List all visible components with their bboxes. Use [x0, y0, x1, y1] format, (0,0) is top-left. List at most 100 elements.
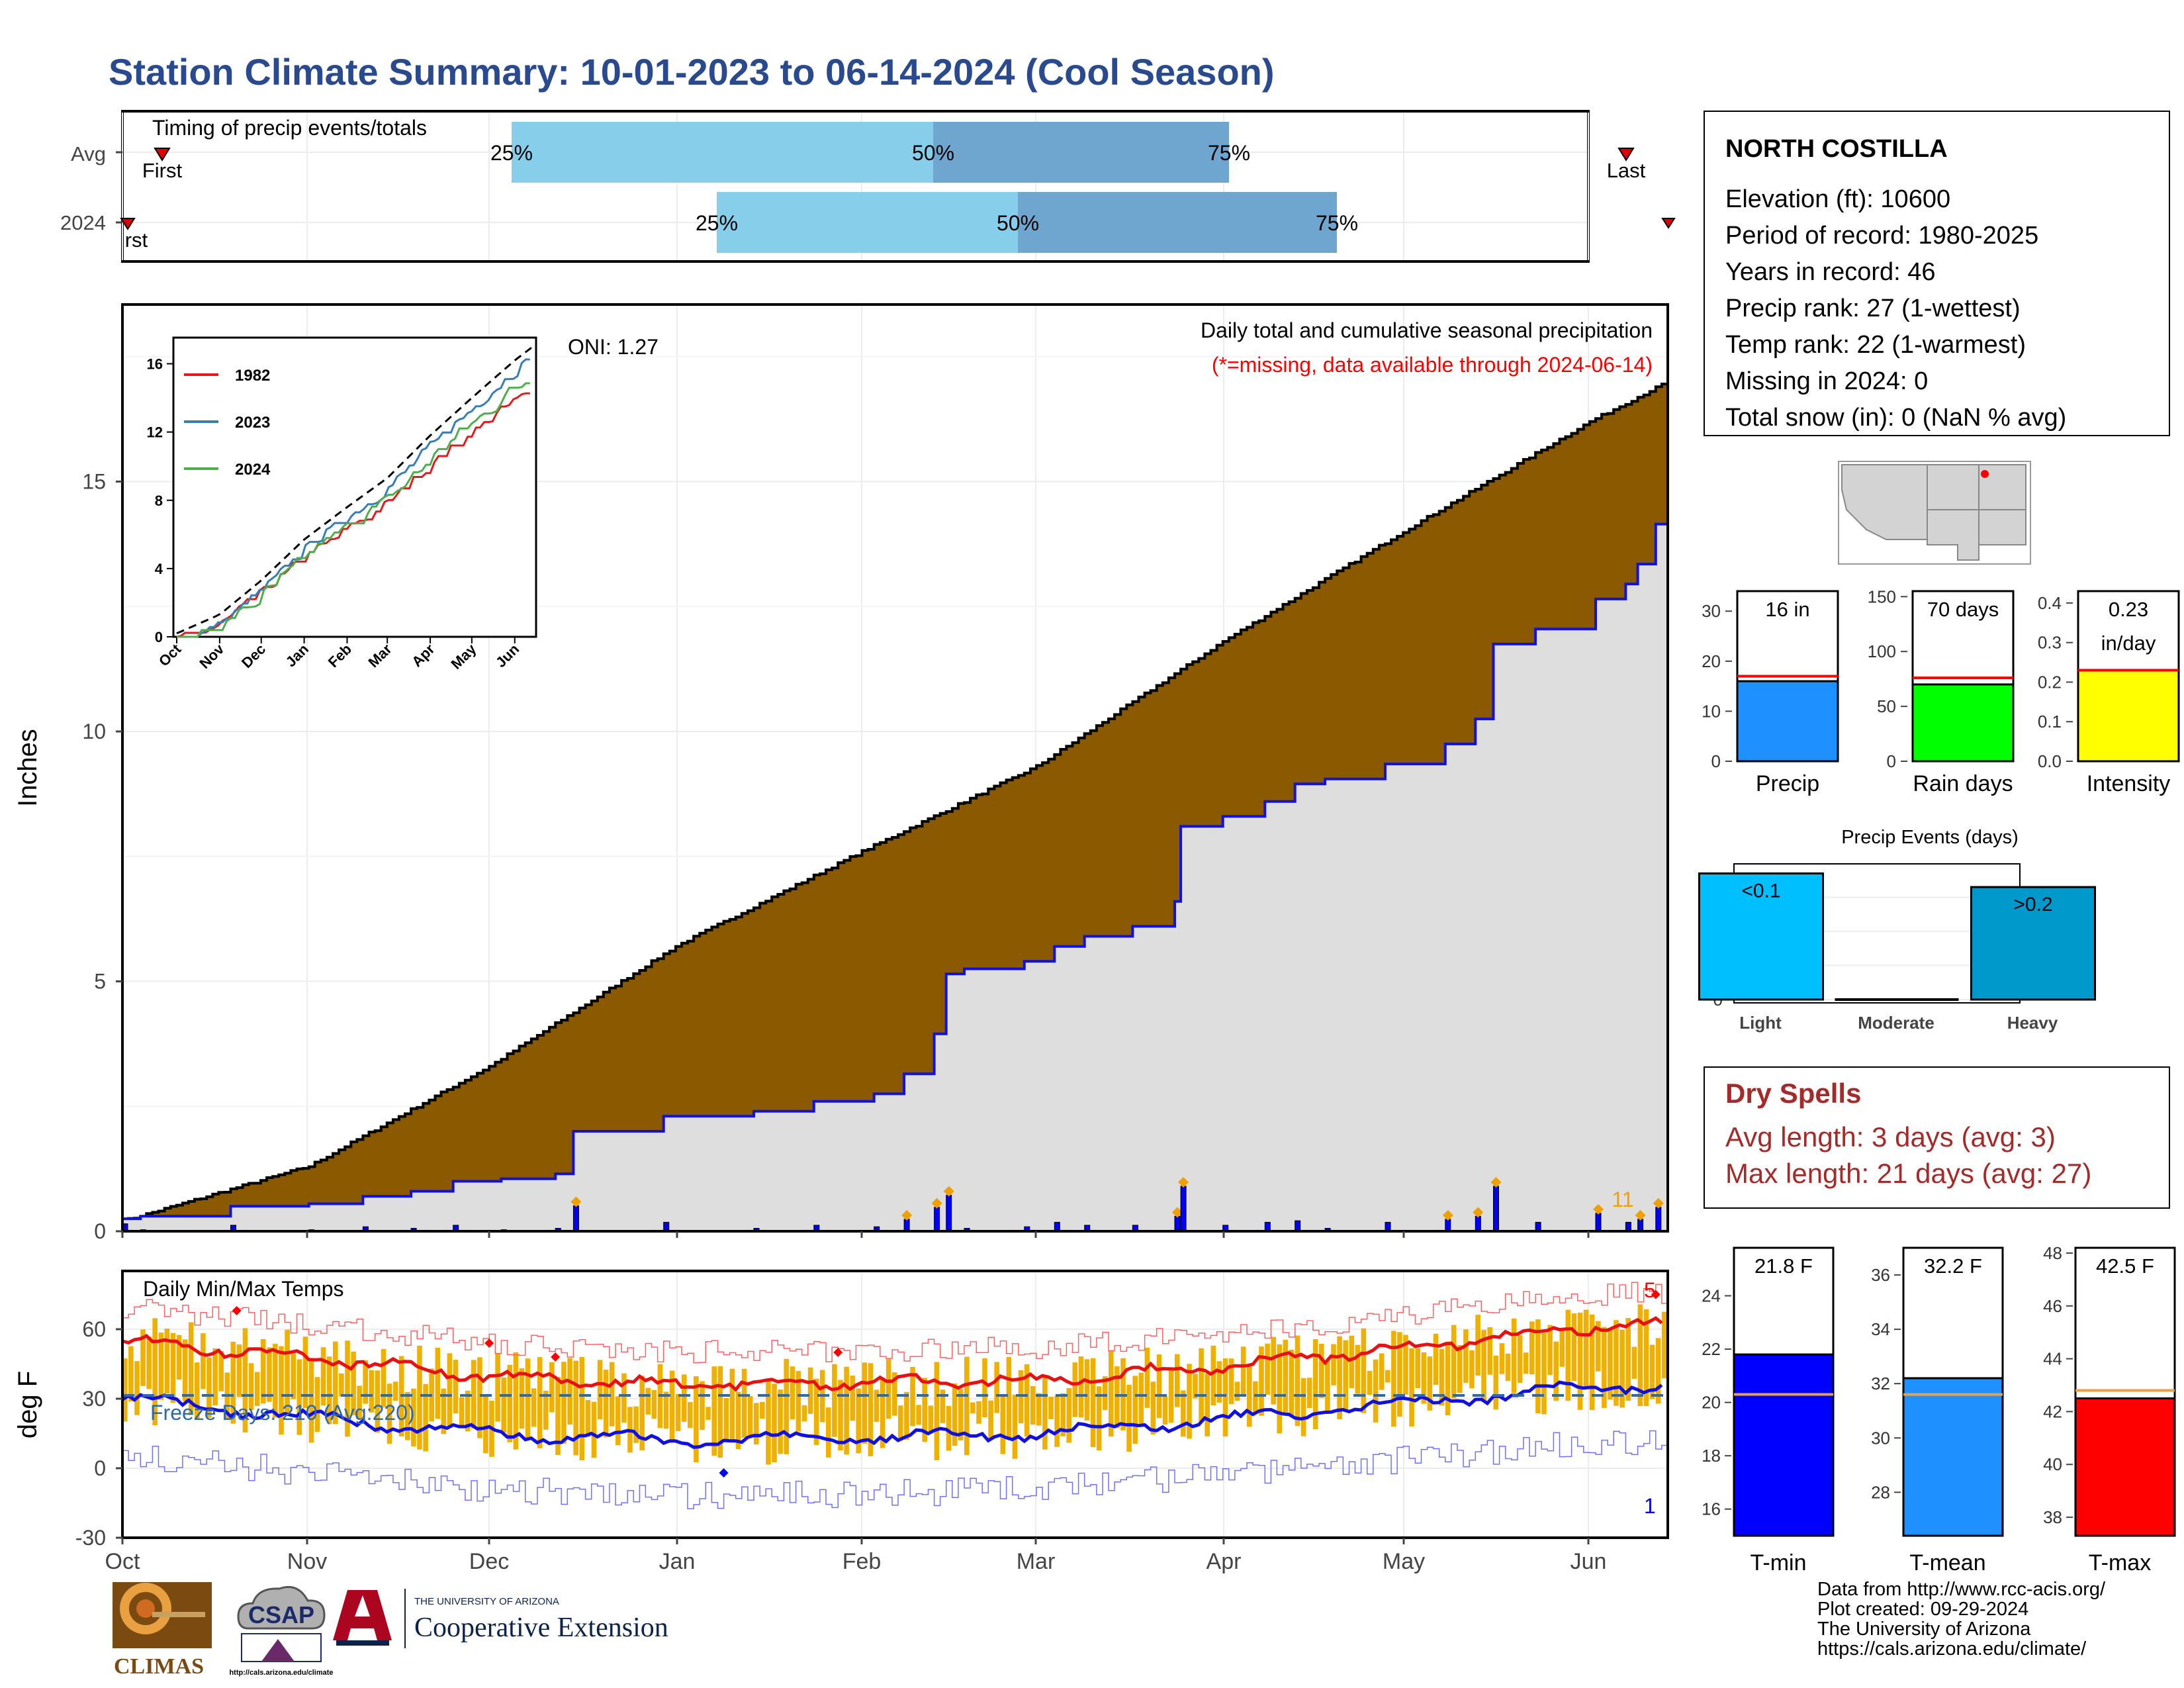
summary-label: Precip	[1756, 771, 1819, 796]
avg-tmax-line	[122, 1316, 1663, 1392]
daily-temp-bar	[212, 1348, 218, 1406]
daily-precip-bar	[813, 1225, 820, 1231]
y-tick-label: 34	[1871, 1319, 1890, 1339]
daily-temp-bar	[994, 1362, 999, 1413]
daily-temp-bar	[1144, 1348, 1150, 1408]
daily-temp-bar	[1193, 1374, 1198, 1399]
daily-temp-bar	[1234, 1382, 1240, 1401]
avg-q50-75-bar	[933, 122, 1229, 183]
daily-temp-bar	[1132, 1376, 1138, 1444]
record-precip-marker	[1635, 1209, 1646, 1221]
daily-temp-bar	[934, 1362, 940, 1460]
daily-temp-bar	[910, 1366, 915, 1427]
daily-temp-bar	[1481, 1330, 1486, 1401]
station-location-marker	[1981, 470, 1989, 478]
y-tick-label: -30	[75, 1526, 106, 1550]
footer-info: Data from http://www.rcc-acis.org/ Plot …	[1817, 1579, 2105, 1659]
daily-temp-bar	[411, 1388, 416, 1447]
y2024-last-marker	[1661, 218, 1676, 229]
y-tick-label: 28	[1871, 1482, 1890, 1502]
daily-temp-bar	[585, 1400, 591, 1437]
daily-temp-bar	[333, 1341, 338, 1425]
event-category-label: Light	[1739, 1013, 1782, 1033]
daily-temp-bar	[477, 1357, 482, 1438]
daily-temp-bar	[1228, 1358, 1234, 1405]
current-cumulative-line	[122, 522, 1668, 1231]
y-tick-label: 0.2	[2038, 672, 2062, 692]
summary-value: 32.2 F	[1924, 1254, 1982, 1278]
daily-temp-bar	[784, 1358, 789, 1454]
dry-spells-box: Dry Spells Avg length: 3 days (avg: 3) M…	[1704, 1066, 2170, 1209]
daily-temp-bar	[711, 1366, 717, 1456]
daily-temp-bar	[1222, 1358, 1228, 1436]
daily-temp-bar	[285, 1329, 290, 1413]
daily-temp-bar	[1499, 1343, 1505, 1374]
daily-temp-bar	[501, 1378, 506, 1433]
daily-temp-bar	[447, 1353, 453, 1428]
y2024-row-label: 2024	[60, 211, 106, 234]
daily-temp-bar	[1541, 1333, 1547, 1415]
daily-temp-bar	[423, 1383, 428, 1452]
record-precip-marker	[1653, 1197, 1664, 1209]
precip-ylabel: Inches	[13, 729, 42, 807]
y2024-q75-label: 75%	[1316, 211, 1358, 235]
daily-temp-bar	[1475, 1315, 1480, 1376]
daily-temp-bar	[1427, 1356, 1433, 1411]
daily-temp-bar	[688, 1402, 693, 1429]
daily-temp-bar	[248, 1363, 254, 1411]
footer-line: Plot created: 09-29-2024	[1817, 1599, 2029, 1620]
daily-precip-bar	[1655, 1207, 1662, 1231]
avg-q25-50-bar	[512, 122, 933, 183]
y-tick-label: 0	[94, 1456, 106, 1480]
daily-temp-bar	[471, 1360, 477, 1429]
daily-temp-bar	[1637, 1304, 1643, 1407]
dry-spells-title: Dry Spells	[1725, 1078, 1861, 1109]
daily-temp-bar	[381, 1349, 387, 1408]
daily-temp-bar	[1319, 1343, 1324, 1398]
daily-precip-bar	[410, 1228, 417, 1231]
daily-temp-bar	[459, 1397, 465, 1428]
daily-temp-bar	[465, 1390, 471, 1432]
daily-temp-bar	[754, 1403, 759, 1445]
y2024-last-label: Last	[1649, 228, 1688, 252]
daily-temp-bar	[976, 1401, 981, 1424]
temp-panel-label: Daily Min/Max Temps	[143, 1277, 343, 1301]
daily-temp-bar	[1343, 1340, 1348, 1411]
daily-temp-bar	[1240, 1346, 1246, 1396]
record-precip-marker	[1442, 1209, 1453, 1221]
daily-temp-bar	[1030, 1385, 1036, 1425]
daily-temp-bar	[164, 1329, 170, 1394]
timing-panel: Timing of precip events/totals Avg 2024 …	[60, 110, 1688, 263]
inset-y-tick-label: 4	[155, 561, 163, 577]
record-high-marker	[833, 1348, 843, 1357]
y2024-q50-label: 50%	[997, 211, 1039, 235]
daily-temp-bar	[675, 1393, 681, 1431]
daily-temp-bar	[952, 1383, 958, 1446]
summary-bars: 0 10 20 30 16 in Precip 0 50 100 150 70 days Rain d…	[1702, 586, 2180, 796]
record-precip-marker	[1490, 1177, 1502, 1188]
daily-precip-bar	[934, 1207, 940, 1231]
record-min-line	[122, 1430, 1668, 1510]
temp-ylabel: deg F	[13, 1371, 42, 1438]
daily-temp-bar	[723, 1397, 729, 1440]
y-tick-label: 42	[2043, 1401, 2062, 1421]
daily-temp-bar	[886, 1359, 891, 1419]
station-info-line: Total snow (in): 0 (NaN % avg)	[1725, 404, 2066, 432]
daily-temp-bar	[254, 1372, 260, 1406]
daily-temp-bar	[1451, 1325, 1457, 1399]
daily-temp-bar	[621, 1373, 627, 1423]
daily-temp-bar	[615, 1396, 621, 1446]
daily-temp-bar	[525, 1358, 531, 1438]
avg-tmin-line	[122, 1380, 1663, 1449]
inset-series-line	[177, 382, 530, 638]
y-tick-label: 30	[82, 1387, 106, 1411]
record-precip-marker	[1171, 1207, 1183, 1218]
summary-bar	[1911, 683, 2015, 763]
daily-temp-bar	[1643, 1309, 1649, 1407]
daily-temp-bar	[1571, 1313, 1577, 1382]
oni-label: ONI: 1.27	[568, 335, 659, 359]
summary-label: T-mean	[1909, 1550, 1985, 1575]
daily-temp-bar	[700, 1381, 705, 1430]
ua-logo: THE UNIVERSITY OF ARIZONA Cooperative Ex…	[333, 1589, 668, 1648]
